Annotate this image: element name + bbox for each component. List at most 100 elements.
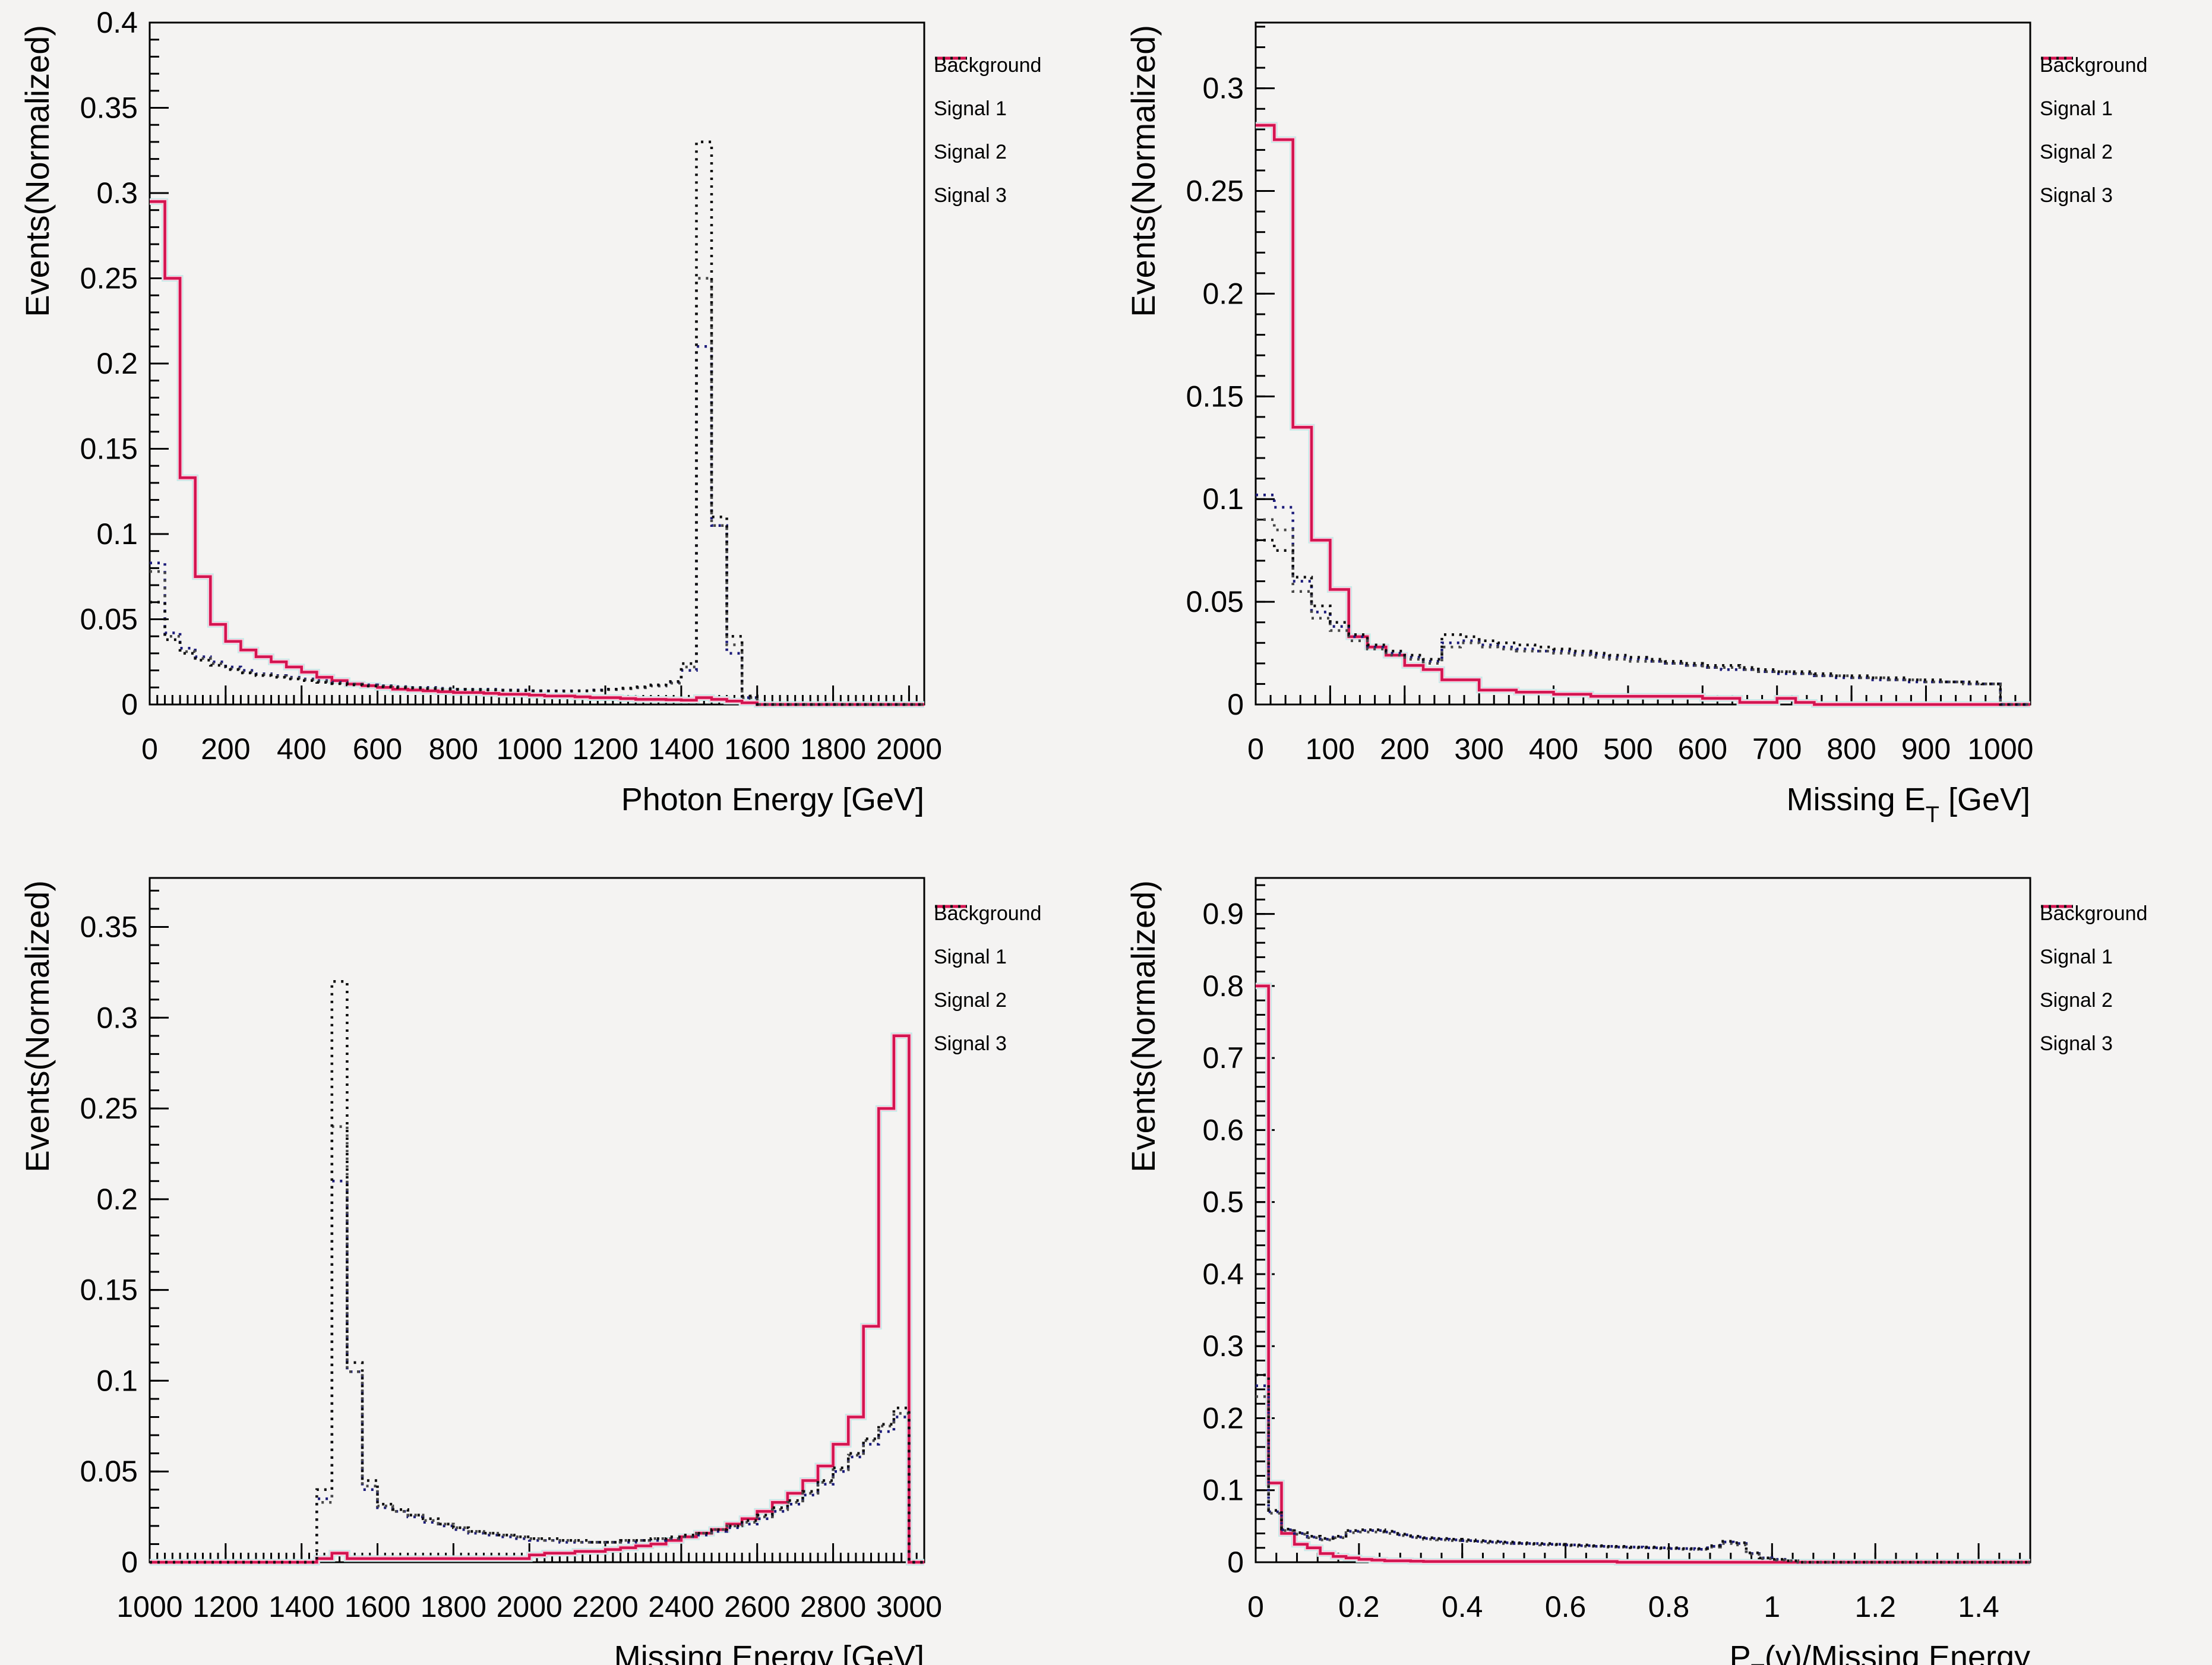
y-tick-label: 0.7 [1202,1041,1244,1075]
legend-entry-signal-3: Signal 3 [934,56,1041,207]
x-tick-label: 2000 [876,732,942,766]
y-tick-label: 0 [1227,688,1244,721]
legend-entry-signal-2: Signal 2 [934,905,1041,1012]
x-tick-label: 0 [1247,1590,1264,1623]
y-tick-label: 0.15 [80,432,138,466]
y-tick-label: 0.6 [1202,1113,1244,1146]
series-halo-1 [150,199,924,707]
x-tick-label: 1.2 [1854,1590,1896,1623]
y-tick-label: 0 [1227,1546,1244,1579]
x-tick-label: 1 [1764,1590,1780,1623]
series-line-signal-3 [1256,539,2030,706]
y-tick-label: 0.2 [96,347,138,380]
series-line-signal-2 [150,1125,924,1564]
x-tick-label: 1200 [192,1590,258,1623]
x-tick-label: 1000 [497,732,563,766]
x-tick-label: 1400 [648,732,714,766]
y-tick-label: 0.3 [1202,1329,1244,1363]
y-axis-title: Events(Normalized) [18,25,56,317]
x-tick-label: 1.4 [1958,1590,1999,1623]
legend-entry-signal-1: Signal 1 [934,56,1041,120]
x-tick-label: 0.8 [1648,1590,1690,1623]
x-tick-label: 1600 [724,732,790,766]
series-halo-1 [1256,122,2030,707]
y-tick-label: 0.3 [1202,72,1244,105]
y-tick-label: 0.1 [1202,482,1244,516]
y-tick-label: 0.9 [1202,898,1244,931]
x-tick-label: 400 [1529,732,1578,766]
legend-label: Signal 2 [2040,988,2113,1012]
chart-svg-missing-et: 0 100 200 300 400 500 600 700 800 900 1000 0 0.05 0.1… [1124,21,2033,827]
legend-entry-signal-1: Signal 1 [934,905,1041,968]
y-tick-label: 0.2 [1202,1401,1244,1435]
legend: Background Signal 1 Signal 2 Signal 3 [2040,902,2147,1055]
x-tick-label: 0.2 [1338,1590,1380,1623]
y-tick-label: 0.35 [80,91,138,125]
x-tick-label: 600 [1678,732,1727,766]
x-tick-label: 100 [1306,732,1355,766]
legend-label: Signal 1 [2040,945,2113,968]
x-tick-label: 800 [1827,732,1876,766]
legend-label: Signal 3 [934,184,1007,207]
legend: Background Signal 1 Signal 2 Signal 3 [934,54,1041,207]
series-line-signal-3 [150,140,924,706]
x-tick-label: 200 [1380,732,1429,766]
x-axis-title: Photon Energy [GeV] [621,782,924,817]
legend-entry-signal-3: Signal 3 [2040,905,2147,1055]
series-line-signal-3 [1256,1373,2030,1564]
legend-label: Signal 3 [2040,184,2113,207]
y-tick-label: 0.25 [1186,175,1244,208]
y-tick-label: 0.05 [80,1455,138,1488]
legend: Background Signal 1 Signal 2 Signal 3 [934,902,1041,1055]
series-halo-0 [150,1032,924,1566]
series-line-background [1256,984,2030,1564]
legend-label: Signal 1 [934,945,1007,968]
x-tick-label: 600 [353,732,402,766]
x-tick-label: 2000 [497,1590,563,1623]
y-tick-label: 0.3 [96,1001,138,1034]
legend-label: Signal 2 [934,140,1007,163]
x-tick-label: 200 [201,732,250,766]
legend-entry-signal-3: Signal 3 [2040,56,2147,207]
x-tick-label: 800 [429,732,478,766]
x-tick-label: 700 [1752,732,1802,766]
x-tick-label: 0 [1247,732,1264,766]
y-tick-label: 0 [121,688,138,721]
series-line-background [150,200,924,706]
legend-label: Signal 1 [2040,97,2113,120]
y-tick-label: 0.25 [80,262,138,295]
x-tick-label: 1800 [800,732,866,766]
series-line-background [1256,124,2030,706]
y-tick-label: 0.3 [96,176,138,210]
y-tick-label: 0.35 [80,911,138,944]
x-tick-label: 1000 [1967,732,2033,766]
chart-svg-photon-energy: 0 200 400 600 800 1000 1200 1400 1600 1800 2000 0 0.… [18,6,942,817]
y-axis-title: Events(Normalized) [1124,880,1162,1173]
series-line-signal-2 [1256,518,2030,706]
series-line-signal-2 [150,277,924,706]
x-tick-label: 1800 [421,1590,486,1623]
series-line-signal-1 [1256,494,2030,706]
series-line-signal-3 [150,980,924,1564]
x-tick-label: 300 [1454,732,1503,766]
panel-pt-ratio: 0 0.2 0.4 0.6 0.8 1 1.2 1.4 0 0.1 0.2 0.3 0.4 0.5 0.6 0… [1106,833,2212,1665]
x-axis-title: Missing ET [GeV] [1787,782,2030,827]
legend: Background Signal 1 Signal 2 Signal 3 [2040,54,2147,207]
x-tick-label: 2400 [648,1590,714,1623]
legend-line-sample [2041,905,2073,908]
x-tick-label: 1600 [345,1590,410,1623]
y-tick-label: 0.15 [1186,380,1244,413]
x-tick-label: 2200 [572,1590,638,1623]
x-tick-label: 2600 [724,1590,790,1623]
y-tick-label: 0.25 [80,1092,138,1125]
y-tick-label: 0.5 [1202,1186,1244,1219]
legend-line-sample [2041,56,2073,60]
series-halo-1 [1256,983,2030,1565]
legend-entry-signal-2: Signal 2 [2040,905,2147,1012]
series-halo-0 [1256,982,2030,1566]
legend-label: Signal 1 [934,97,1007,120]
y-tick-label: 0 [121,1546,138,1579]
panel-missing-energy: 1000 1200 1400 1600 1800 2000 2200 2400 2600 2800… [0,833,1106,1665]
y-tick-label: 0.4 [1202,1258,1244,1291]
